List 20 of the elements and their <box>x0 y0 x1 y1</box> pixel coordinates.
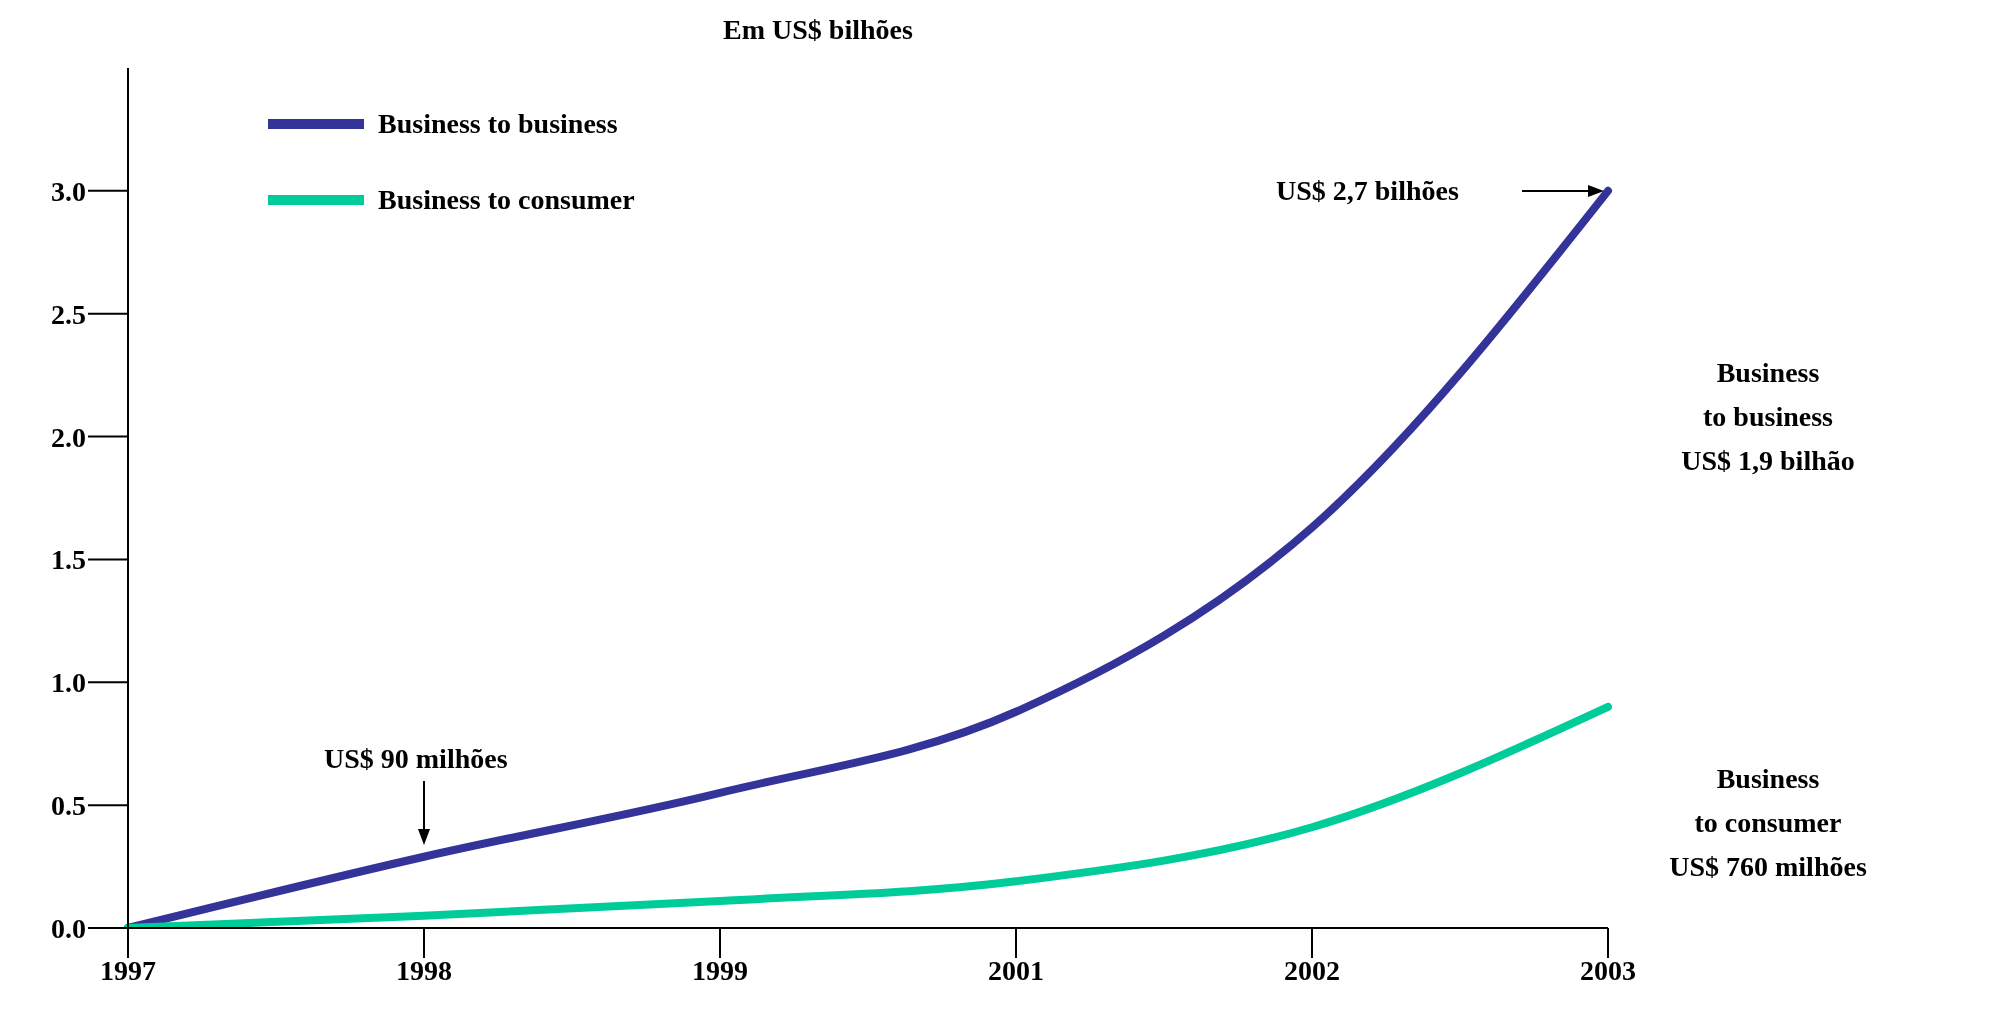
x-tick-label: 1999 <box>692 954 748 986</box>
legend-label: Business to business <box>378 108 618 140</box>
annotation: US$ 2,7 bilhões <box>1276 173 1459 208</box>
y-tick-label: 1.0 <box>51 667 86 699</box>
y-tick-label: 3.0 <box>51 175 86 207</box>
x-tick-label: 2002 <box>1284 954 1340 986</box>
legend-label: Business to consumer <box>378 184 635 216</box>
x-tick-label: 2003 <box>1580 954 1636 986</box>
y-tick-label: 0.5 <box>51 790 86 822</box>
x-tick-label: 1998 <box>396 954 452 986</box>
x-tick-label: 1997 <box>100 954 156 986</box>
y-tick-label: 2.0 <box>51 421 86 453</box>
y-tick-label: 0.0 <box>51 912 86 944</box>
y-tick-label: 1.5 <box>51 544 86 576</box>
text: Business to business US$ 1,9 bilhão <box>1680 355 1856 478</box>
chart-title: Em US$ bilhões <box>722 13 914 47</box>
text: Business to consumer US$ 760 milhões <box>1668 761 1868 884</box>
annotation: US$ 90 milhões <box>324 741 508 776</box>
x-tick-label: 2001 <box>988 954 1044 986</box>
y-tick-label: 2.5 <box>51 298 86 330</box>
